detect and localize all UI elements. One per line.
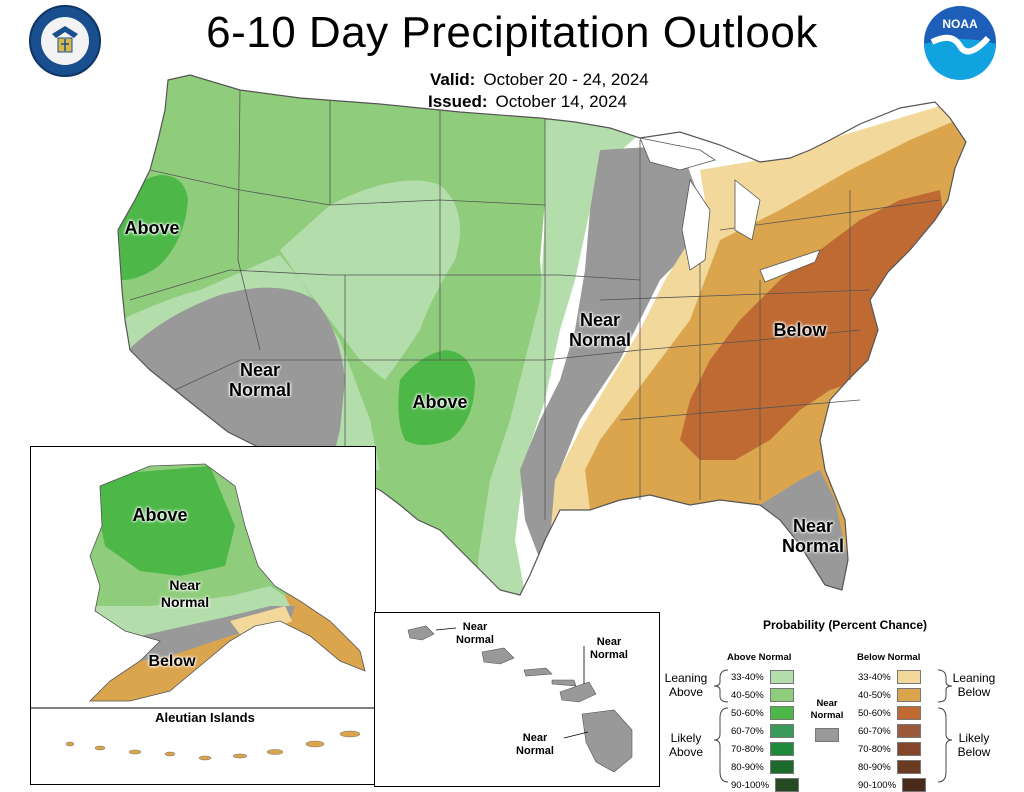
valid-dates: Valid: October 20 - 24, 2024	[430, 70, 649, 90]
label-near-normal-florida: Near Normal	[781, 516, 844, 556]
legend-brace-below	[937, 669, 953, 783]
legend-above-row: 60-70%	[731, 724, 821, 738]
legend-below-row: 80-90%	[858, 760, 948, 774]
region-above-50-60-plains	[398, 350, 475, 445]
valid-label: Valid:	[430, 70, 476, 89]
region-near-normal-midwest	[520, 145, 700, 560]
legend-above-range-label: 40-50%	[731, 689, 764, 701]
legend-above-row: 50-60%	[731, 706, 821, 720]
legend-above-row: 70-80%	[731, 742, 821, 756]
legend-leaning-above: Leaning Above	[664, 671, 708, 699]
legend-above-swatch	[769, 760, 794, 774]
legend-near-normal-label: Near Normal	[810, 698, 844, 721]
label-alaska-above: Above	[132, 505, 188, 525]
legend-above-range-label: 80-90%	[731, 761, 764, 773]
legend-below-range-label: 60-70%	[858, 725, 891, 737]
region-above-33-40-plains	[280, 180, 460, 380]
label-near-normal-southwest: Near Normal	[228, 360, 291, 400]
legend-below-range-label: 33-40%	[858, 671, 891, 683]
legend-below-range-label: 40-50%	[858, 689, 891, 701]
legend-above-row: 33-40%	[731, 670, 821, 684]
valid-value: October 20 - 24, 2024	[483, 70, 649, 89]
legend-leaning-below: Leaning Below	[952, 671, 996, 699]
legend-below-row: 50-60%	[858, 706, 948, 720]
label-hawaii-near-normal-2: Near Normal	[590, 636, 628, 661]
great-lakes	[639, 137, 821, 283]
legend-below-swatch	[902, 778, 927, 792]
noaa-logo-text: NOAA	[942, 17, 978, 31]
legend-brace-above	[713, 669, 729, 783]
conus-outline	[117, 74, 967, 596]
map-title: 6-10 Day Precipitation Outlook	[206, 8, 818, 57]
legend-above-range-label: 90-100%	[731, 779, 770, 791]
legend-below-swatch	[896, 688, 921, 702]
legend-below-range-label: 70-80%	[858, 743, 891, 755]
legend-above-swatch	[775, 778, 800, 792]
legend-above-range-label: 70-80%	[731, 743, 764, 755]
region-near-normal-florida	[760, 470, 848, 595]
legend-above-range-label: 60-70%	[731, 725, 764, 737]
label-hawaii-near-normal-1: Near Normal	[456, 621, 494, 646]
legend-below-swatch	[896, 742, 921, 756]
legend-below-row: 60-70%	[858, 724, 948, 738]
legend-likely-below: Likely Below	[957, 731, 991, 759]
legend-above-swatch	[769, 706, 794, 720]
region-above-50-60-northwest	[118, 175, 188, 280]
legend-below-row: 70-80%	[858, 742, 948, 756]
legend-above-header: Above Normal	[727, 652, 792, 663]
alaska-inset	[30, 446, 376, 785]
legend-above-swatch	[769, 724, 794, 738]
label-near-normal-midwest: Near Normal	[568, 310, 631, 350]
legend-above-range-label: 33-40%	[731, 671, 764, 683]
legend-below-row: 33-40%	[858, 670, 948, 684]
hawaii-inset	[374, 612, 660, 787]
issued-label: Issued:	[428, 92, 488, 111]
state-borders	[129, 89, 941, 520]
region-above-33-40-east	[478, 120, 650, 595]
legend-above-swatch	[769, 688, 794, 702]
legend-below-swatch	[896, 760, 921, 774]
legend-above-row: 90-100%	[731, 778, 821, 792]
label-hawaii-near-normal-3: Near Normal	[516, 732, 554, 757]
issued-date: Issued: October 14, 2024	[428, 92, 627, 112]
legend-above-swatch	[769, 742, 794, 756]
region-below-50-60	[680, 190, 950, 460]
legend-near-normal-swatch	[815, 728, 839, 742]
legend-below-swatch	[896, 724, 921, 738]
doc-seal-logo	[29, 5, 101, 77]
issued-value: October 14, 2024	[495, 92, 627, 111]
legend-below-header: Below Normal	[857, 652, 921, 663]
legend-title: Probability (Percent Chance)	[762, 618, 928, 632]
legend-below-swatch	[896, 706, 921, 720]
noaa-logo: NOAA	[924, 6, 996, 80]
legend-above-row: 80-90%	[731, 760, 821, 774]
legend-likely-above: Likely Above	[668, 731, 704, 759]
region-near-normal-southwest	[118, 287, 345, 470]
legend-below-row: 40-50%	[858, 688, 948, 702]
label-alaska-near-normal: Near Normal	[160, 577, 210, 610]
label-below-east: Below	[773, 320, 827, 340]
label-above-northwest: Above	[124, 218, 180, 238]
legend-below-range-label: 50-60%	[858, 707, 891, 719]
legend-below-range-label: 80-90%	[858, 761, 891, 773]
legend-above-row: 40-50%	[731, 688, 821, 702]
legend-above-range-label: 50-60%	[731, 707, 764, 719]
legend-below-swatch	[896, 670, 921, 684]
label-aleutian-islands: Aleutian Islands	[155, 710, 255, 725]
legend-below-range-label: 90-100%	[858, 779, 897, 791]
legend-above-swatch	[769, 670, 794, 684]
label-above-southern-plains: Above	[412, 392, 468, 412]
label-alaska-below: Below	[148, 653, 196, 670]
